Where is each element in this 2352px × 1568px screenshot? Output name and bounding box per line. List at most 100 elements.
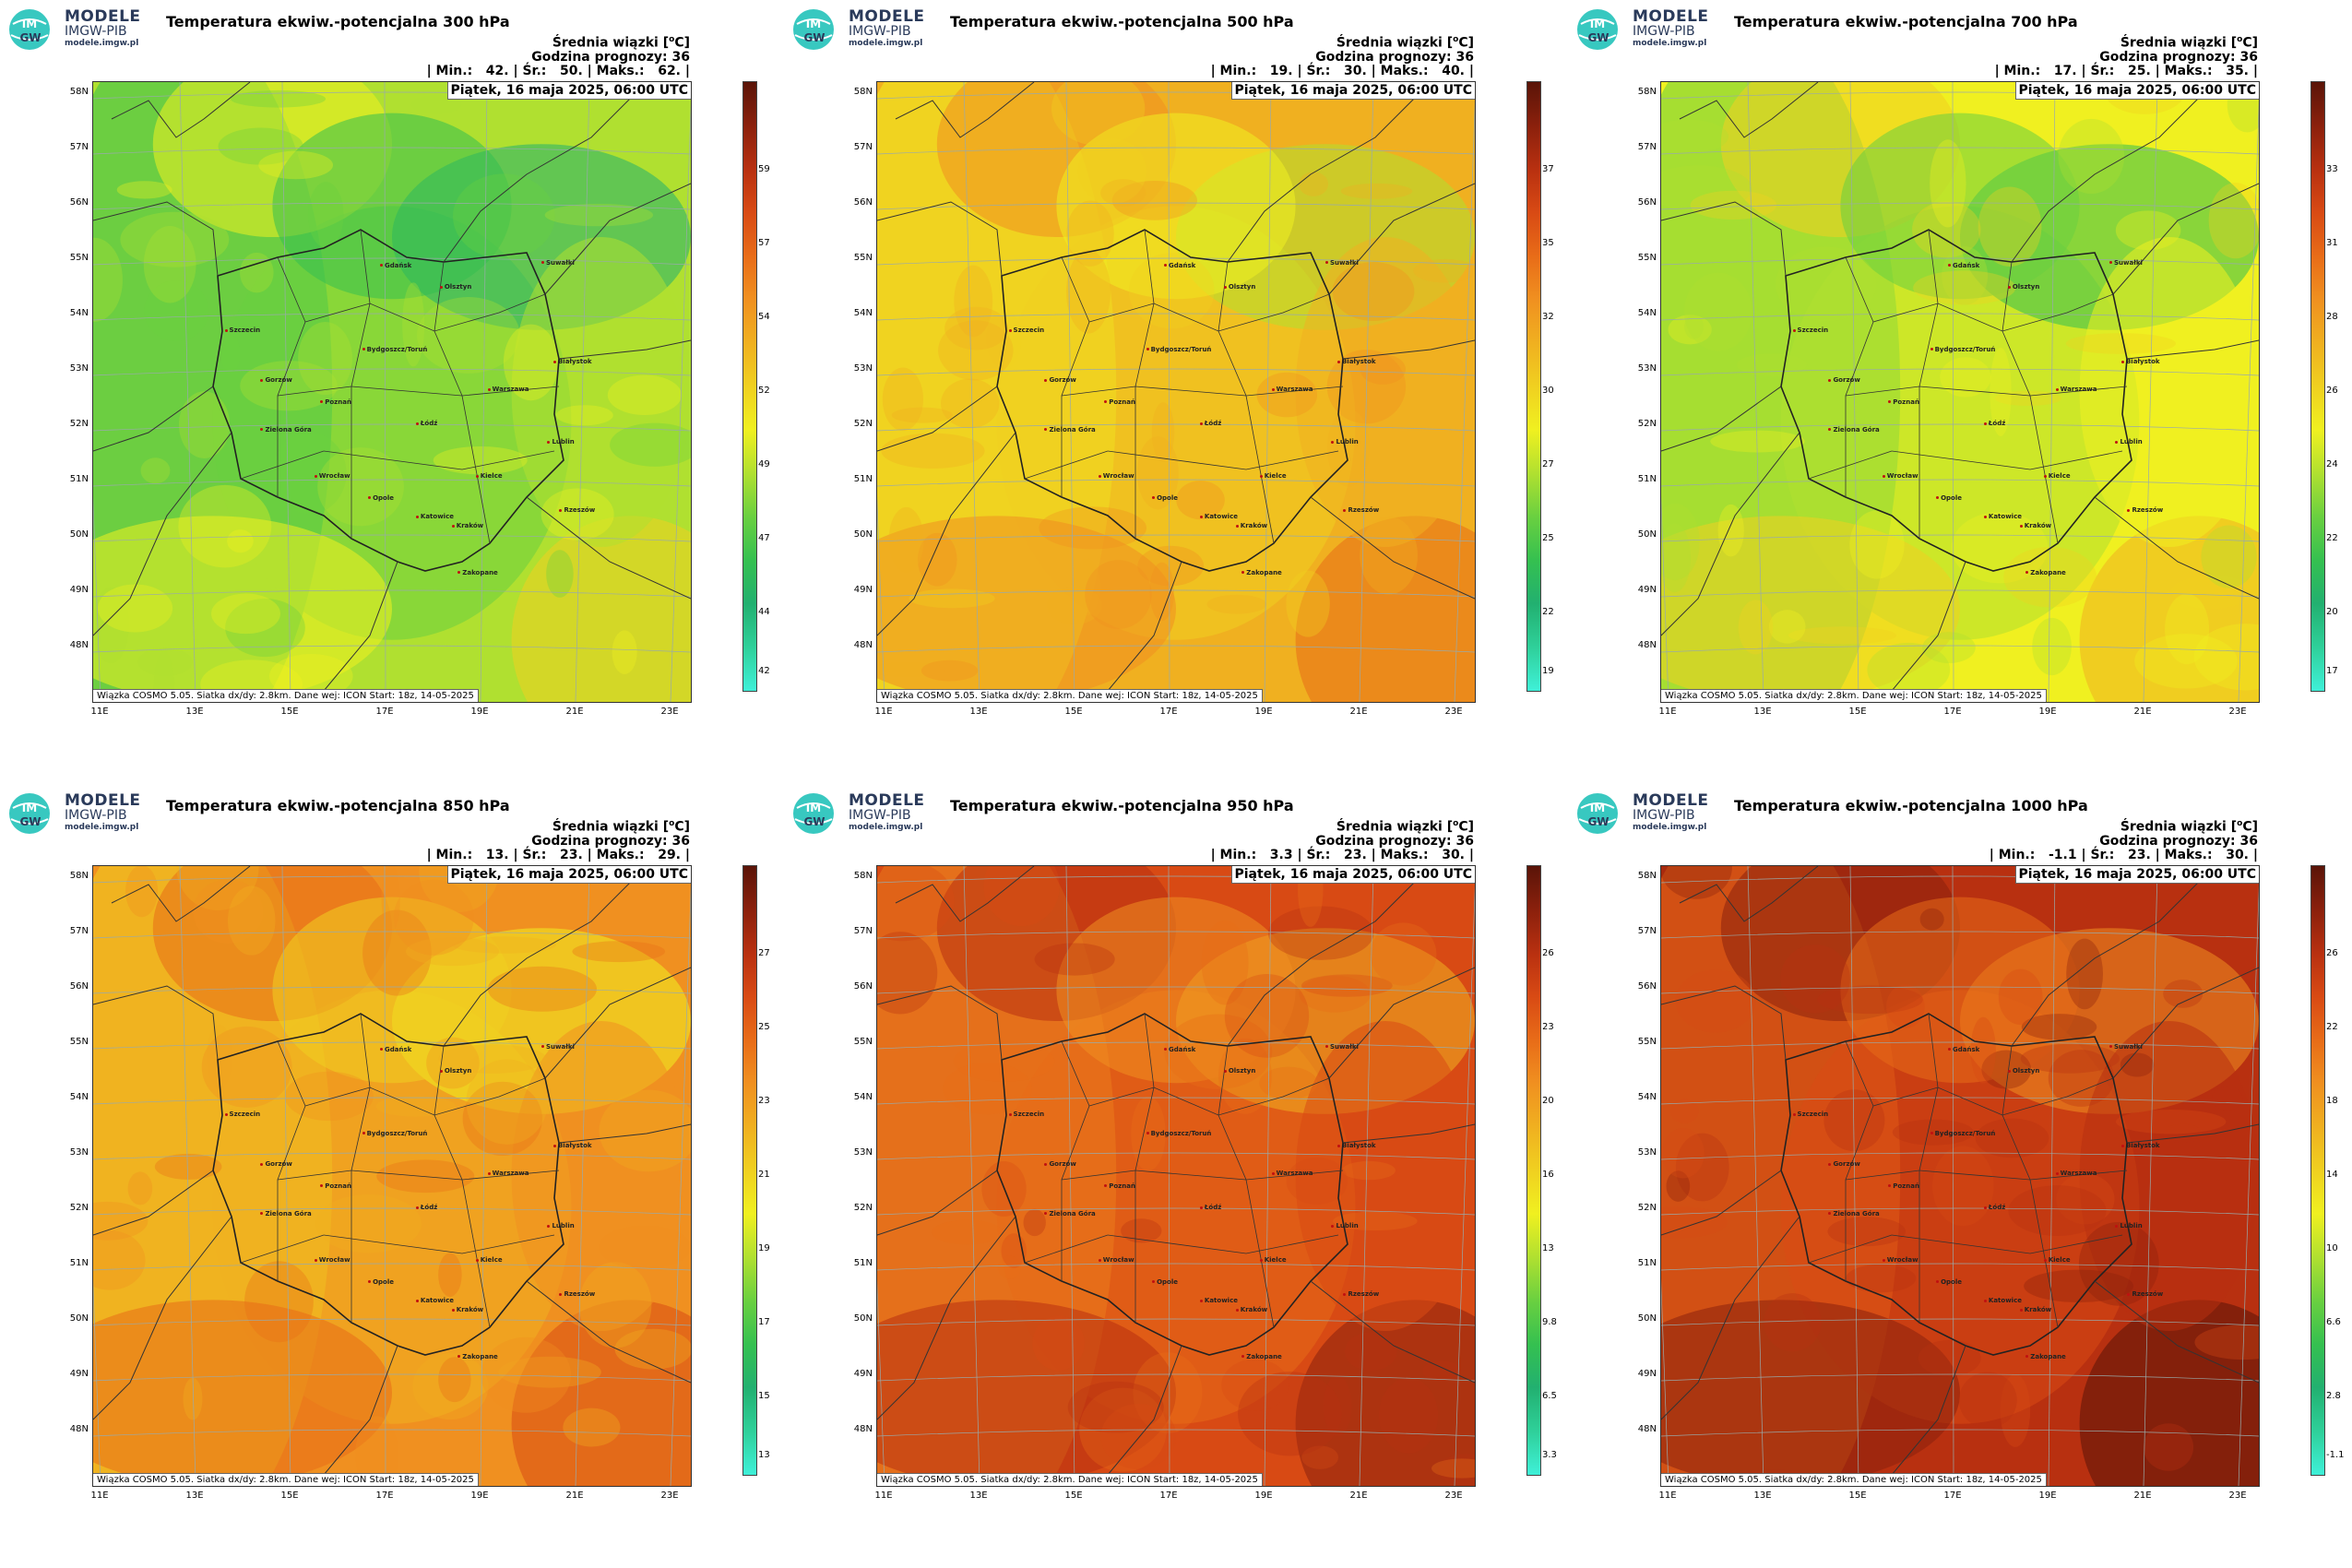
map-area[interactable]: Gdańsk Olsztyn Suwałki Szczecin Bydgoszcz/To…	[876, 81, 1476, 703]
min-avg-max: | Min.: 13. | Śr.: 23. | Maks.: 29. |	[426, 847, 690, 862]
city-label: Opole	[368, 494, 394, 502]
map-area[interactable]: Gdańsk Olsztyn Suwałki Szczecin Bydgoszcz/To…	[1660, 81, 2260, 703]
country-border	[895, 866, 1035, 922]
poland-border	[212, 1013, 564, 1356]
longitude-label: 11E	[90, 1491, 109, 1501]
panel-title: Temperatura ekwiw.-potencjalna 500 hPa	[950, 13, 1294, 30]
country-border	[544, 967, 691, 1079]
city-label: Warszawa	[488, 386, 529, 393]
latitude-gridline	[93, 1152, 691, 1160]
latitude-gridline	[877, 313, 1475, 321]
city-label: Opole	[1152, 1278, 1178, 1286]
map-area[interactable]: Gdańsk Olsztyn Suwałki Szczecin Bydgoszcz/To…	[92, 865, 692, 1487]
longitude-gridline	[963, 866, 980, 1486]
latitude-gridline	[877, 589, 1475, 598]
latitude-gridline	[93, 257, 691, 266]
region-border	[1107, 450, 1339, 470]
latitude-gridline	[1661, 645, 2259, 653]
model-info-label: Wiązka COSMO 5.05. Siatka dx/dy: 2.8km. …	[93, 1473, 479, 1486]
color-scale-tick: 22	[2326, 533, 2338, 543]
country-border	[1310, 1280, 1475, 1384]
avg-label: Średnia wiązki [oC]	[2120, 819, 2258, 835]
city-label: Gorzów	[1044, 376, 1075, 384]
field-region	[511, 1021, 691, 1331]
latitude-label: 48N	[853, 1424, 873, 1434]
longitude-gridline	[281, 866, 291, 1486]
country-border	[1342, 1123, 1475, 1144]
country-border	[2126, 339, 2259, 360]
latitude-gridline	[877, 1207, 1475, 1216]
latitude-gridline	[877, 1318, 1475, 1326]
forecast-panel: IM GW MODELE IMGW-PIB modele.imgw.pl Temper…	[0, 0, 784, 784]
city-label: Olsztyn	[440, 283, 471, 291]
country-border	[1328, 967, 1475, 1079]
map-area[interactable]: Gdańsk Olsztyn Suwałki Szczecin Bydgoszcz/To…	[92, 81, 692, 703]
latitude-label: 49N	[853, 1369, 873, 1379]
color-scale-tick: 49	[758, 459, 770, 469]
field-region	[1661, 1300, 1960, 1486]
city-label: Suwałki	[541, 259, 575, 267]
latitude-label: 49N	[853, 585, 873, 595]
region-border	[1845, 1040, 1874, 1281]
city-label: Lublin	[1331, 1222, 1358, 1229]
city-label: Warszawa	[1272, 1170, 1313, 1177]
city-label: Wrocław	[1099, 1256, 1134, 1264]
logo-url: modele.imgw.pl	[849, 39, 923, 48]
color-scale-tick: 33	[2326, 164, 2338, 174]
poland-border	[996, 229, 1348, 572]
country-border	[314, 1345, 398, 1486]
longitude-label: 17E	[1943, 1491, 1962, 1501]
city-label: Kraków	[2020, 522, 2051, 529]
color-scale-bar	[1526, 81, 1541, 692]
longitude-gridline	[2048, 866, 2056, 1486]
map-area[interactable]: Gdańsk Olsztyn Suwałki Szczecin Bydgoszcz/To…	[876, 865, 1476, 1487]
longitude-label: 19E	[2038, 1491, 2057, 1501]
longitude-gridline	[93, 494, 101, 702]
color-scale-tick: 28	[2326, 312, 2338, 322]
field-region	[2079, 237, 2259, 547]
poland-border	[996, 1013, 1348, 1356]
city-label: Suwałki	[1325, 1043, 1359, 1051]
region-border	[434, 1045, 491, 1328]
latitude-label: 56N	[69, 981, 89, 992]
city-label: Kraków	[1236, 1306, 1267, 1313]
city-label: Kielce	[2044, 1256, 2071, 1264]
country-border	[1679, 82, 1819, 138]
city-label: Opole	[1936, 1278, 1962, 1286]
city-label: Szczecin	[1009, 1111, 1045, 1118]
country-border	[111, 866, 251, 922]
city-label: Gorzów	[1044, 1160, 1075, 1168]
min-avg-max: | Min.: 19. | Śr.: 30. | Maks.: 40. |	[1210, 63, 1474, 78]
latitude-label: 58N	[853, 871, 873, 881]
city-label: Suwałki	[2109, 259, 2143, 267]
latitude-gridline	[1661, 479, 2259, 487]
country-border	[1661, 432, 1800, 636]
latitude-gridline	[877, 986, 1475, 994]
latitude-label: 50N	[1637, 1313, 1657, 1324]
country-border	[1098, 561, 1182, 702]
city-label: Gdańsk	[380, 1046, 411, 1053]
color-scale-tick: 52	[758, 386, 770, 396]
longitude-gridline	[1264, 866, 1272, 1486]
longitude-gridline	[1952, 82, 1954, 702]
longitude-gridline	[1065, 82, 1075, 702]
map-area[interactable]: Gdańsk Olsztyn Suwałki Szczecin Bydgoszcz/To…	[1660, 865, 2260, 1487]
logo-subtitle: IMGW-PIB	[65, 808, 127, 823]
city-label: Rzeszów	[559, 1290, 595, 1298]
latitude-gridline	[1661, 534, 2259, 542]
longitude-gridline	[1168, 866, 1170, 1486]
temperature-field	[877, 866, 1475, 1486]
city-label: Wrocław	[1883, 472, 1918, 480]
latitude-label: 57N	[69, 142, 89, 152]
latitude-label: 53N	[1637, 363, 1657, 374]
latitude-label: 56N	[853, 197, 873, 208]
latitude-label: 48N	[1637, 1424, 1657, 1434]
field-region	[93, 1300, 392, 1486]
latitude-gridline	[93, 479, 691, 487]
valid-date-label: Piątek, 16 maja 2025, 06:00 UTC	[1230, 866, 1475, 884]
latitude-label: 52N	[69, 1203, 89, 1213]
latitude-gridline	[1661, 1318, 2259, 1326]
longitude-label: 23E	[2228, 1491, 2247, 1501]
longitude-label: 15E	[1848, 707, 1867, 717]
latitude-label: 49N	[1637, 1369, 1657, 1379]
